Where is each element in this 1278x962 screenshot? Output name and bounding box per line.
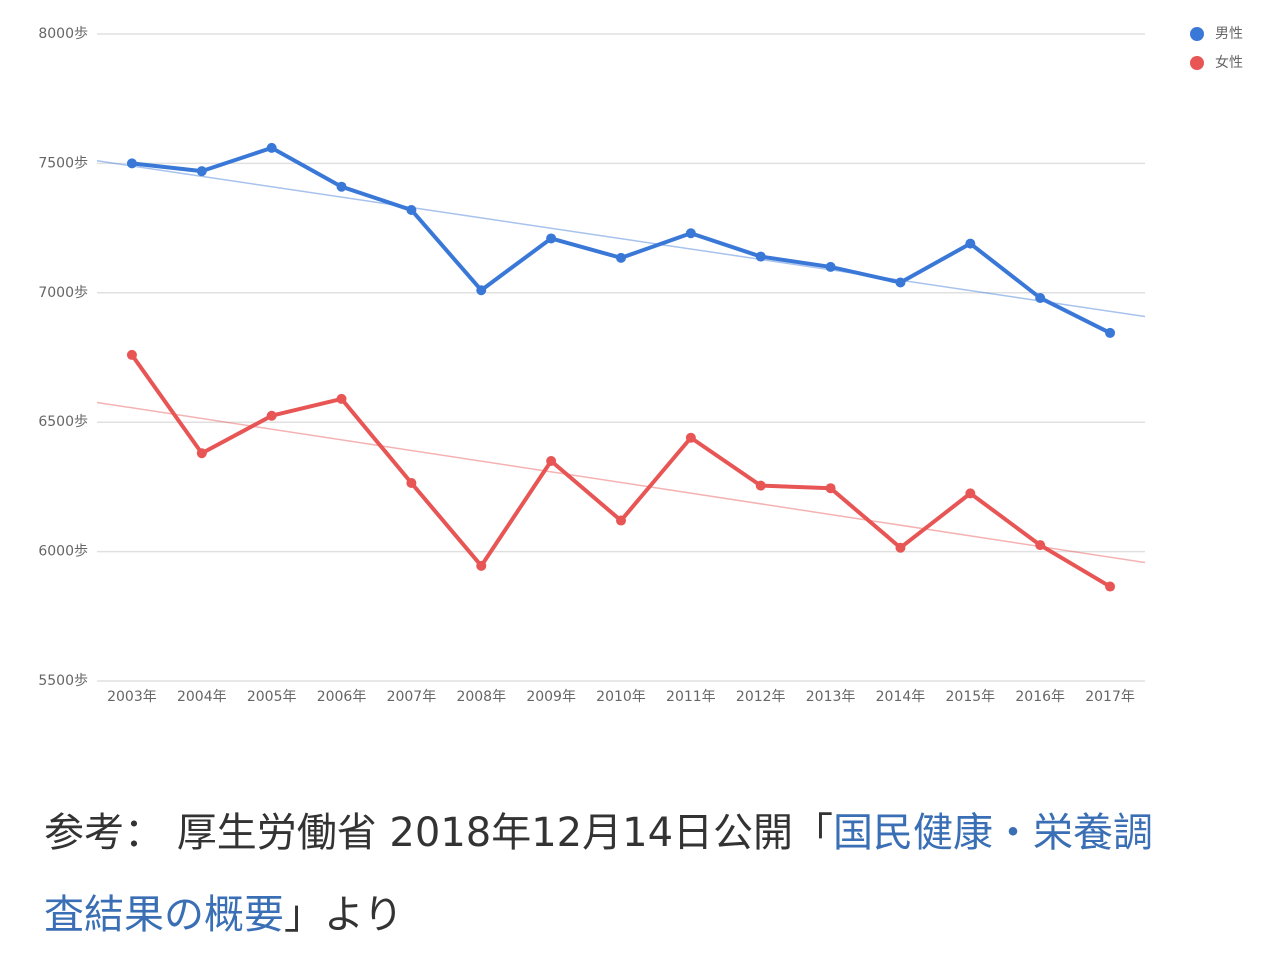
x-tick-label: 2006年 [317,689,367,705]
data-point [685,228,696,239]
data-point [965,488,976,499]
data-point [126,158,137,169]
source-link[interactable]: 国民健康・栄養調査結果の概要 [44,810,1154,938]
trend-line [96,401,1146,564]
x-tick-label: 2012年 [736,689,786,705]
y-tick-label: 8000歩 [38,26,88,42]
x-tick-label: 2007年 [387,689,437,705]
y-tick-label: 7000歩 [38,285,88,301]
data-point [616,515,626,526]
data-point [616,252,626,263]
data-point [196,166,207,177]
data-point [476,285,487,296]
y-tick-label: 5500歩 [38,673,88,689]
data-point [266,410,277,421]
x-tick-label: 2008年 [456,689,506,705]
legend-marker [1190,56,1204,70]
x-tick-label: 2011年 [666,689,716,705]
x-tick-label: 2014年 [876,689,926,705]
x-tick-label: 2005年 [247,689,297,705]
data-point [126,349,137,360]
x-tick-label: 2013年 [806,689,856,705]
data-point [825,261,836,272]
data-point [266,142,277,153]
y-tick-label: 6500歩 [38,414,88,430]
data-point [406,204,417,215]
data-point [546,456,557,467]
data-point [755,251,766,262]
data-point [1105,327,1116,338]
caption: 参考： 厚生労働省 2018年12月14日公開「国民健康・栄養調査結果の概要」よ… [44,792,1164,956]
data-point [825,483,836,494]
data-point [546,233,557,244]
chart: 5500歩 6000歩 6500歩 7000歩 7500歩 8000歩 2003年 2004年… [38,26,1243,705]
data-point [1035,292,1046,303]
data-point [755,480,766,491]
x-tick-label: 2010年 [596,689,646,705]
legend-marker [1190,27,1204,41]
x-tick-label: 2003年 [107,689,157,705]
data-point [1035,540,1046,551]
x-tick-label: 2004年 [177,689,227,705]
series-line [131,145,1111,335]
data-point [895,277,906,288]
data-point [895,542,906,553]
data-point [965,238,976,249]
x-tick-label: 2017年 [1085,689,1135,705]
caption-prefix: 参考： 厚生労働省 2018年12月14日公開「 [44,810,834,856]
y-tick-label: 6000歩 [38,544,88,560]
data-point [406,478,417,489]
y-tick-label: 7500歩 [38,155,88,171]
data-point [196,448,207,459]
x-tick-label: 2015年 [946,689,996,705]
trend-line [96,160,1146,318]
x-tick-label: 2009年 [526,689,576,705]
caption-suffix: 」より [284,892,404,938]
x-tick-label: 2016年 [1015,689,1065,705]
data-point [685,432,696,443]
data-point [1105,581,1116,592]
legend-label: 女性 [1215,54,1243,71]
legend-label: 男性 [1215,26,1243,42]
data-point [336,181,347,192]
data-point [476,560,487,571]
data-point [336,393,347,404]
